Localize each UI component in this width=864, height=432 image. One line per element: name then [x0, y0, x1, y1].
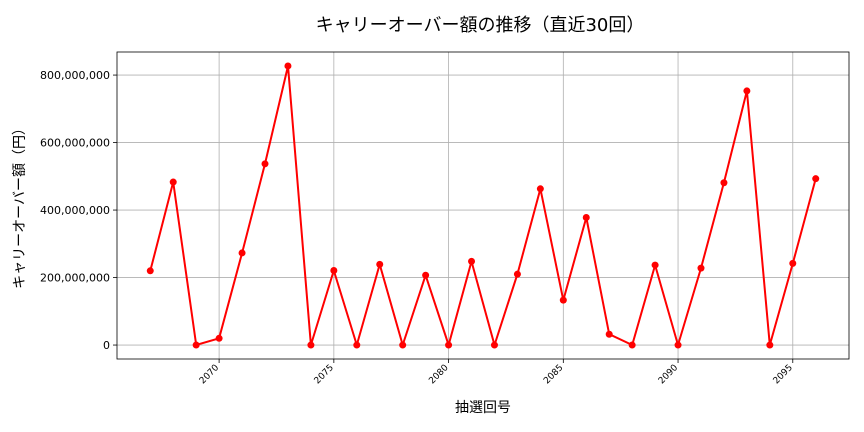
data-point — [215, 334, 223, 342]
data-point — [468, 257, 476, 265]
data-point — [307, 341, 315, 349]
data-point — [720, 179, 728, 187]
data-point — [697, 264, 705, 272]
data-point — [445, 341, 453, 349]
data-point — [284, 62, 292, 70]
x-tick-label: 2095 — [772, 363, 795, 386]
data-point — [353, 341, 361, 349]
chart-title: キャリーオーバー額の推移（直近30回） — [316, 15, 645, 36]
data-point — [376, 260, 384, 268]
data-point — [628, 341, 636, 349]
data-point — [261, 160, 269, 168]
series-line — [149, 65, 817, 349]
data-point — [605, 330, 613, 338]
x-tick-label: 2090 — [657, 363, 680, 386]
data-point — [651, 261, 659, 269]
data-point — [536, 185, 544, 193]
data-point — [812, 175, 820, 183]
data-point — [146, 267, 154, 275]
data-point — [582, 213, 590, 221]
y-tick-label: 0 — [103, 339, 110, 352]
x-tick-label: 2070 — [198, 363, 221, 386]
y-axis-label: キャリーオーバー額（円） — [12, 121, 28, 289]
x-tick-label: 2085 — [542, 363, 565, 386]
x-tick-label: 2080 — [427, 363, 450, 386]
data-point — [330, 266, 338, 274]
data-point — [674, 341, 682, 349]
data-point — [789, 259, 797, 267]
x-axis: 2070 2075 2080 2085 2090 2095 — [198, 359, 795, 386]
grid — [117, 52, 849, 359]
y-tick-label: 200,000,000 — [40, 272, 110, 285]
series — [146, 62, 820, 349]
data-point — [766, 341, 774, 349]
data-point — [422, 271, 430, 279]
data-point — [169, 178, 177, 186]
y-tick-label: 400,000,000 — [40, 204, 110, 217]
x-tick-label: 2075 — [313, 363, 336, 386]
data-point — [192, 341, 200, 349]
data-point — [399, 341, 407, 349]
data-point — [743, 87, 751, 95]
y-axis: 0 200,000,000 400,000,000 600,000,000 800,00… — [40, 69, 117, 352]
data-point — [513, 270, 521, 278]
x-axis-label: 抽選回号 — [455, 400, 511, 416]
data-point — [238, 249, 246, 257]
data-point — [490, 341, 498, 349]
y-tick-label: 600,000,000 — [40, 137, 110, 150]
y-tick-label: 800,000,000 — [40, 69, 110, 82]
data-point — [559, 296, 567, 304]
plot-frame — [116, 51, 850, 360]
